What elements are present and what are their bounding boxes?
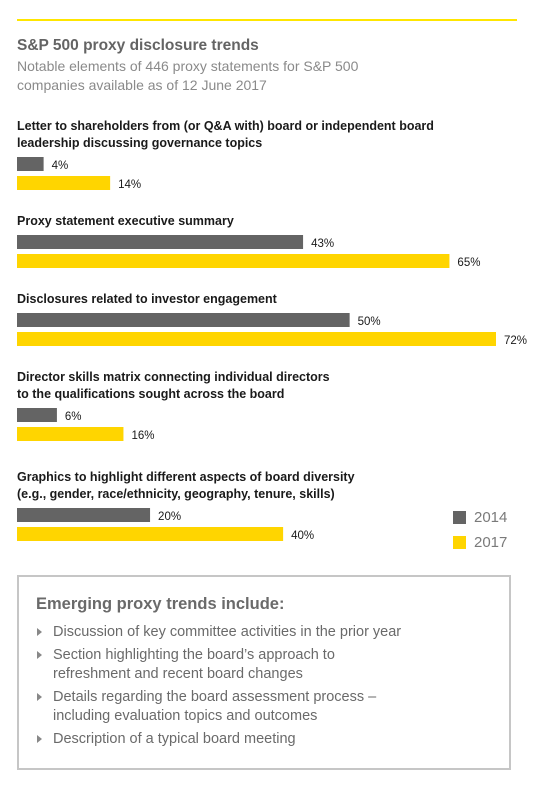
legend-item-2017: 2017 — [453, 530, 507, 555]
top-rule — [17, 19, 517, 21]
bullet-arrow-icon — [37, 651, 42, 659]
data-label-2014-5: 20% — [158, 511, 181, 523]
bar-2017-3 — [17, 332, 496, 346]
data-label-2017-5: 40% — [291, 530, 314, 542]
page-title: S&P 500 proxy disclosure trends — [17, 37, 259, 54]
legend-item-2014: 2014 — [453, 505, 507, 530]
category-label: leadership discussing governance topics — [17, 136, 262, 150]
trends-item-line: Description of a typical board meeting — [53, 731, 296, 747]
bar-2017-2 — [17, 254, 450, 268]
trends-title: Emerging proxy trends include: — [36, 595, 285, 613]
category-label: Director skills matrix connecting indivi… — [17, 370, 330, 384]
trends-list-item: Section highlighting the board’s approac… — [36, 646, 493, 684]
data-label-2014-4: 6% — [65, 411, 82, 423]
trends-list-item: Description of a typical board meeting — [36, 730, 493, 749]
data-label-2017-4: 16% — [131, 430, 154, 442]
trends-item-line: Discussion of key committee activities i… — [53, 624, 402, 640]
legend-label-2014: 2014 — [474, 509, 508, 526]
data-label-2014-2: 43% — [311, 238, 334, 250]
legend-label-2017: 2017 — [474, 534, 508, 551]
category-label: Disclosures related to investor engageme… — [17, 292, 278, 306]
data-label-2014-3: 50% — [358, 316, 381, 328]
bar-2014-3 — [17, 313, 350, 327]
trends-item-line: Details regarding the board assessment p… — [53, 689, 377, 705]
chart-legend: 2014 2017 — [453, 505, 507, 555]
data-label-2017-3: 72% — [504, 335, 527, 347]
page-subtitle: Notable elements of 446 proxy statements… — [17, 58, 359, 93]
bullet-arrow-icon — [37, 735, 42, 743]
bar-2017-4 — [17, 427, 124, 441]
trends-list-item: Discussion of key committee activities i… — [36, 623, 493, 642]
bar-2014-1 — [17, 157, 44, 171]
category-label: Proxy statement executive summary — [17, 214, 234, 228]
category-label: Letter to shareholders from (or Q&A with… — [17, 119, 434, 133]
legend-swatch-2014 — [453, 511, 466, 524]
data-label-2014-1: 4% — [52, 160, 69, 172]
bar-2014-4 — [17, 408, 57, 422]
trends-item-line: including evaluation topics and outcomes — [53, 708, 318, 724]
bar-chart: Letter to shareholders from (or Q&A with… — [17, 119, 527, 542]
bar-2014-2 — [17, 235, 304, 249]
bullet-arrow-icon — [37, 628, 42, 636]
emerging-trends-box: Emerging proxy trends include: Discussio… — [17, 575, 511, 770]
trends-item-line: Section highlighting the board’s approac… — [53, 647, 335, 663]
legend-swatch-2017 — [453, 536, 466, 549]
bar-2017-5 — [17, 527, 284, 541]
category-label: to the qualifications sought across the … — [17, 387, 284, 401]
trends-list-item: Details regarding the board assessment p… — [36, 688, 493, 726]
bullet-arrow-icon — [37, 693, 42, 701]
data-label-2017-2: 65% — [457, 257, 480, 269]
bar-2017-1 — [17, 176, 111, 190]
data-label-2017-1: 14% — [118, 179, 141, 191]
category-label: Graphics to highlight different aspects … — [17, 470, 355, 484]
trends-item-line: refreshment and recent board changes — [53, 666, 303, 682]
bar-2014-5 — [17, 508, 151, 522]
trends-list: Discussion of key committee activities i… — [36, 623, 509, 749]
category-label: (e.g., gender, race/ethnicity, geography… — [17, 487, 335, 501]
